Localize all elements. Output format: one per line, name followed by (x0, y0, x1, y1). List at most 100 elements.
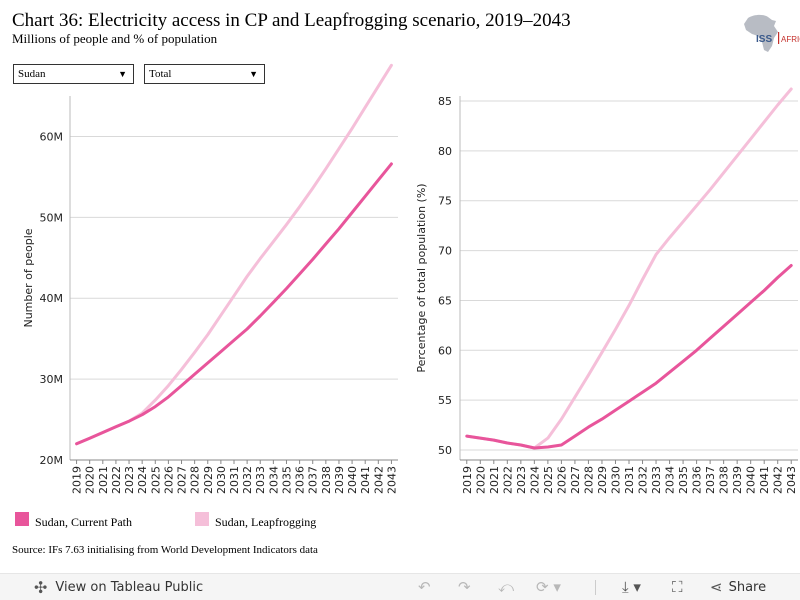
revert-button[interactable]: ⤺ (498, 574, 514, 600)
x-tick-label: 2037 (307, 466, 320, 494)
redo-button[interactable]: ↷ (458, 574, 471, 600)
share-button[interactable]: ⋖ Share (710, 574, 766, 600)
series-line-sudan-current-path[interactable] (75, 162, 393, 446)
source-note: Source: IFs 7.63 initialising from World… (12, 544, 318, 556)
x-tick-label: 2029 (596, 466, 609, 494)
chart-title: Chart 36: Electricity access in CP and L… (12, 10, 571, 31)
x-tick-label: 2033 (254, 466, 267, 494)
x-tick-label: 2024 (528, 466, 541, 494)
series-line-sudan-leapfrogging[interactable] (465, 87, 793, 450)
refresh-button[interactable]: ⟳ ▾ (536, 574, 561, 600)
x-tick-label: 2028 (582, 466, 595, 494)
x-tick-label: 2025 (542, 466, 555, 494)
view-on-tableau-label: View on Tableau Public (55, 580, 204, 595)
view-on-tableau-link[interactable]: ✣ View on Tableau Public (34, 574, 203, 600)
y-axis-title: Number of people (22, 228, 35, 327)
dropdown-arrow-icon: ▼ (118, 69, 127, 79)
country-dropdown[interactable]: Sudan ▼ (13, 64, 134, 84)
x-tick-label: 2043 (785, 466, 798, 494)
x-tick-label: 2039 (731, 466, 744, 494)
measure-dropdown[interactable]: Total ▼ (144, 64, 265, 84)
x-tick-label: 2025 (149, 466, 162, 494)
y-axis-title: Percentage of total population (%) (415, 183, 428, 372)
share-label: Share (728, 580, 767, 595)
y-tick-label: 60 (438, 344, 452, 357)
chart-subtitle: Millions of people and % of population (12, 31, 218, 46)
x-tick-label: 2022 (110, 466, 123, 494)
y-tick-label: 85 (438, 95, 452, 108)
x-tick-label: 2027 (569, 466, 582, 494)
download-icon: ⤓ ▾ (622, 578, 641, 596)
percentage-chart: 50 55 60 65 70 75 80 85 Percentage of total popu… (415, 87, 798, 494)
y-tick-label: 30M (40, 373, 64, 386)
tableau-icon: ✣ (34, 578, 48, 597)
redo-icon: ↷ (458, 578, 471, 596)
x-tick-label: 2036 (691, 466, 704, 494)
x-tick-label: 2019 (461, 466, 474, 494)
y-tick-label: 55 (438, 394, 452, 407)
x-tick-label: 2026 (555, 466, 568, 494)
y-tick-label: 40M (40, 292, 64, 305)
x-tick-label: 2033 (650, 466, 663, 494)
x-tick-label: 2038 (718, 466, 731, 494)
x-tick-label: 2035 (280, 466, 293, 494)
x-tick-label: 2037 (704, 466, 717, 494)
x-tick-label: 2026 (162, 466, 175, 494)
fullscreen-button[interactable]: ⛶ (672, 574, 683, 600)
undo-icon: ↶ (418, 578, 431, 596)
x-tick-label: 2039 (333, 466, 346, 494)
x-tick-label: 2043 (385, 466, 398, 494)
x-tick-label: 2032 (241, 466, 254, 494)
x-tick-label: 2036 (294, 466, 307, 494)
x-tick-label: 2038 (320, 466, 333, 494)
fullscreen-icon: ⛶ (672, 578, 683, 596)
x-tick-label: 2035 (677, 466, 690, 494)
refresh-icon: ⟳ ▾ (536, 578, 561, 596)
revert-icon: ⤺ (498, 578, 515, 596)
y-tick-label: 65 (438, 294, 452, 307)
x-tick-label: 2020 (84, 466, 97, 494)
y-tick-label: 50 (438, 444, 452, 457)
x-tick-label: 2031 (228, 466, 241, 494)
y-tick-label: 20M (40, 454, 64, 467)
x-tick-label: 2022 (501, 466, 514, 494)
y-tick-label: 60M (40, 130, 64, 143)
x-tick-label: 2034 (664, 466, 677, 494)
legend-label-leapfrogging: Sudan, Leapfrogging (215, 514, 317, 529)
legend-item-leapfrogging[interactable]: Sudan, Leapfrogging (195, 510, 317, 529)
series-line-sudan-leapfrogging[interactable] (75, 63, 393, 446)
x-tick-label: 2021 (488, 466, 501, 494)
undo-button[interactable]: ↶ (418, 574, 431, 600)
x-tick-label: 2027 (176, 466, 189, 494)
y-tick-label: 80 (438, 145, 452, 158)
logo-text-secondary: AFRICA (781, 35, 800, 44)
x-tick-label: 2021 (97, 466, 110, 494)
x-tick-label: 2034 (267, 466, 280, 494)
iss-africa-logo: ISS AFRICA (738, 12, 800, 54)
dropdown-arrow-icon: ▼ (249, 69, 258, 79)
legend-swatch-current-path (15, 512, 29, 526)
y-tick-label: 75 (438, 195, 452, 208)
toolbar-divider (595, 580, 596, 595)
legend-item-current-path[interactable]: Sudan, Current Path (15, 510, 132, 529)
x-tick-label: 2040 (346, 466, 359, 494)
x-tick-label: 2040 (745, 466, 758, 494)
x-tick-label: 2024 (136, 466, 149, 494)
share-icon: ⋖ (710, 578, 723, 596)
x-tick-label: 2030 (609, 466, 622, 494)
x-tick-label: 2042 (372, 466, 385, 494)
measure-dropdown-value: Total (149, 68, 172, 80)
y-tick-label: 50M (40, 211, 64, 224)
legend-label-current-path: Sudan, Current Path (35, 514, 132, 529)
x-tick-label: 2042 (772, 466, 785, 494)
download-button[interactable]: ⤓ ▾ (622, 574, 641, 600)
x-tick-label: 2031 (623, 466, 636, 494)
series-line-sudan-current-path[interactable] (465, 264, 793, 450)
x-tick-label: 2041 (359, 466, 372, 494)
x-tick-label: 2019 (71, 466, 84, 494)
logo-text: ISS (756, 34, 772, 45)
y-tick-label: 70 (438, 245, 452, 258)
x-tick-label: 2041 (758, 466, 771, 494)
